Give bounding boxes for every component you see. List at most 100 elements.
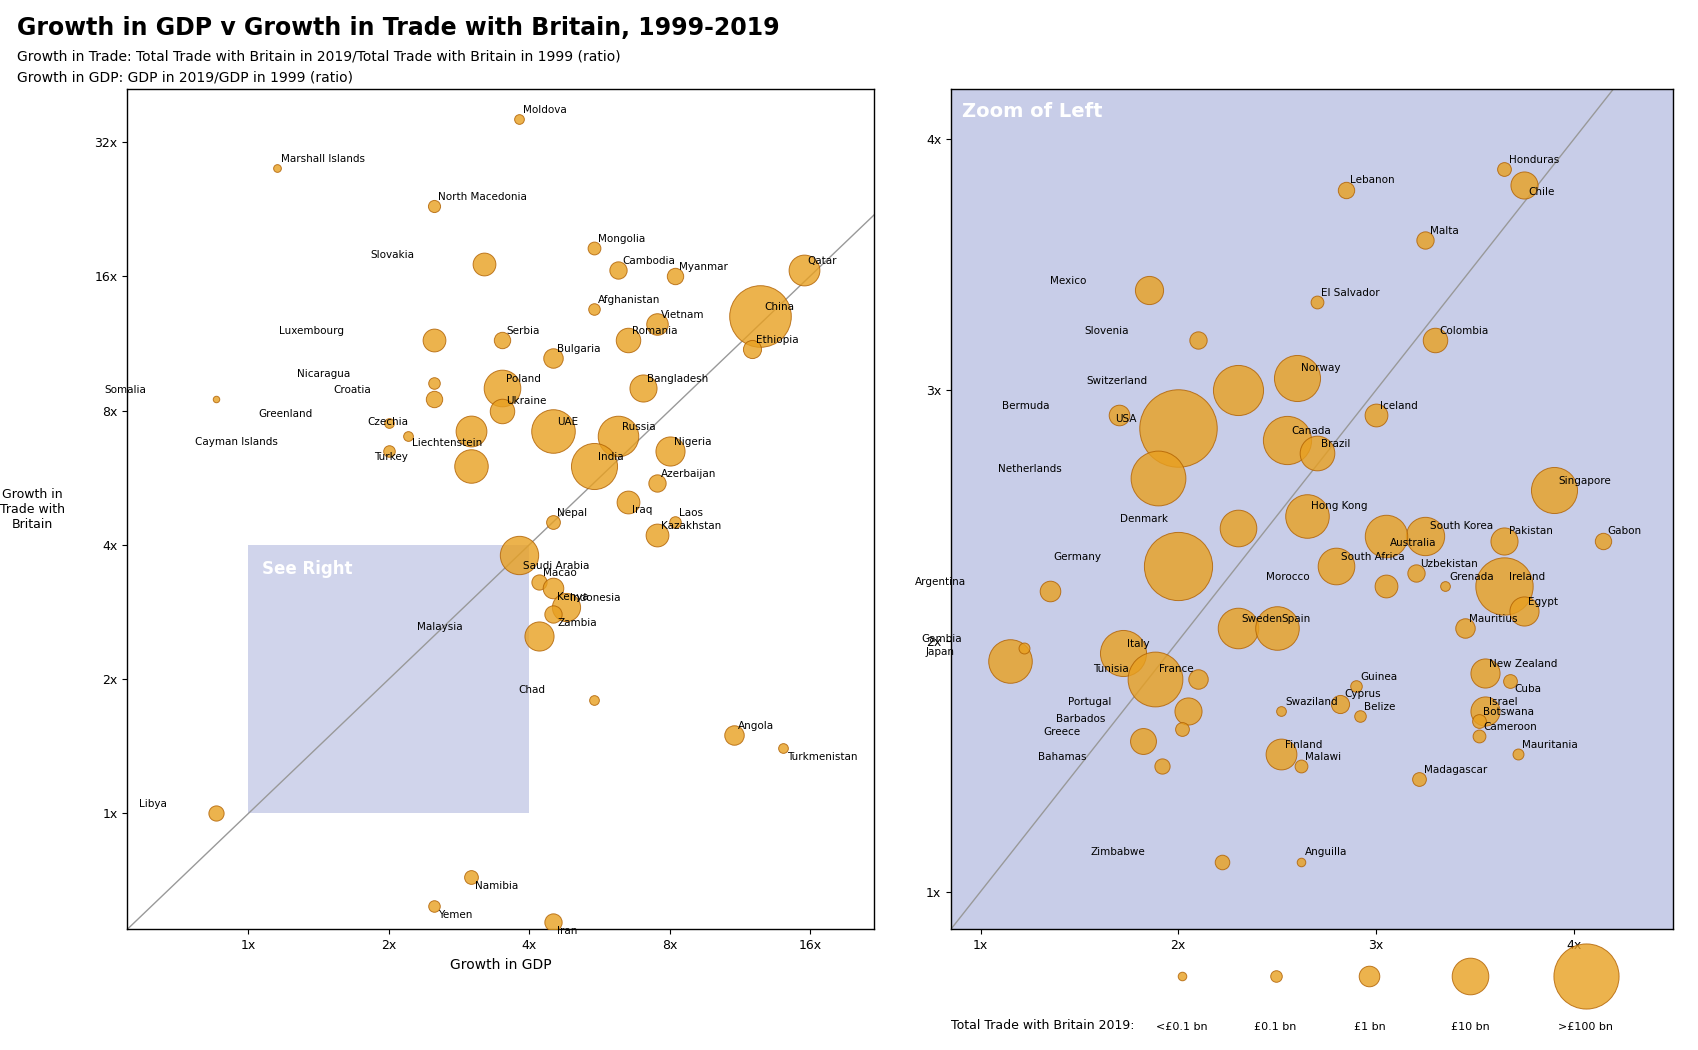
Point	[1372, 527, 1399, 544]
Point	[552, 598, 579, 615]
Point	[1150, 758, 1177, 775]
Text: Liechtenstein: Liechtenstein	[413, 438, 482, 447]
Point	[790, 261, 817, 278]
Point	[1294, 507, 1321, 524]
Point	[615, 494, 642, 510]
Point	[1465, 728, 1493, 744]
Text: Saudi Arabia: Saudi Arabia	[523, 562, 589, 571]
Text: Bahamas: Bahamas	[1037, 752, 1087, 762]
Point	[1457, 967, 1484, 984]
Point	[661, 268, 688, 285]
Point	[1511, 176, 1538, 193]
Text: Gabon: Gabon	[1608, 526, 1642, 537]
Text: Zimbabwe: Zimbabwe	[1090, 847, 1146, 858]
Point	[1036, 583, 1063, 600]
Point	[1287, 758, 1314, 775]
Text: Uzbekistan: Uzbekistan	[1420, 559, 1477, 569]
Text: Cyprus: Cyprus	[1345, 690, 1380, 699]
Text: Iceland: Iceland	[1380, 401, 1418, 411]
Point	[769, 740, 796, 757]
Text: Turkmenistan: Turkmenistan	[788, 752, 857, 762]
Point	[540, 580, 567, 596]
Text: Nepal: Nepal	[557, 508, 588, 518]
Point	[581, 239, 608, 256]
Point	[263, 160, 290, 176]
Text: Barbados: Barbados	[1056, 714, 1105, 724]
Point	[1262, 967, 1289, 984]
Text: Chad: Chad	[518, 686, 545, 695]
Point	[644, 527, 671, 544]
Text: South Africa: South Africa	[1341, 551, 1404, 562]
Text: Laos: Laos	[679, 508, 703, 518]
Point	[1274, 432, 1301, 448]
Point	[506, 546, 533, 563]
Text: Pakistan: Pakistan	[1508, 526, 1552, 537]
Text: Chile: Chile	[1528, 187, 1555, 197]
Text: Colombia: Colombia	[1440, 326, 1489, 336]
Point	[1411, 527, 1438, 544]
Point	[1010, 640, 1037, 657]
Point	[1343, 677, 1370, 694]
Point	[1165, 558, 1192, 574]
Text: Brazil: Brazil	[1321, 439, 1350, 448]
Text: Argentina: Argentina	[915, 576, 966, 587]
Point	[489, 379, 516, 396]
Point	[1105, 406, 1133, 423]
Text: Serbia: Serbia	[506, 327, 540, 336]
Point	[1411, 231, 1438, 248]
Text: USA: USA	[1116, 414, 1136, 423]
Point	[1185, 332, 1212, 349]
Point	[1175, 702, 1202, 719]
Point	[1333, 182, 1360, 198]
Text: Macao: Macao	[543, 568, 577, 578]
Point	[1491, 161, 1518, 177]
Text: Moldova: Moldova	[523, 105, 567, 114]
Text: Sweden: Sweden	[1241, 614, 1284, 624]
Text: Croatia: Croatia	[335, 384, 372, 395]
Text: South Korea: South Korea	[1430, 522, 1493, 531]
Text: Italy: Italy	[1127, 639, 1150, 649]
Point	[506, 110, 533, 127]
Point	[1109, 645, 1136, 662]
Text: Zoom of Left: Zoom of Left	[961, 102, 1102, 121]
Point	[1452, 620, 1479, 636]
Point	[457, 458, 484, 475]
Point	[581, 691, 608, 708]
Point	[540, 513, 567, 530]
Text: Romania: Romania	[632, 327, 678, 336]
Bar	[248, 545, 530, 814]
Text: Cameroon: Cameroon	[1482, 722, 1537, 732]
Text: Bermuda: Bermuda	[1002, 401, 1049, 411]
Text: Namibia: Namibia	[475, 881, 518, 891]
Point	[739, 340, 766, 357]
Point	[628, 379, 655, 396]
Text: Ethiopia: Ethiopia	[756, 335, 798, 344]
Text: Myanmar: Myanmar	[679, 262, 728, 272]
Text: Greenland: Greenland	[258, 408, 312, 419]
Point	[421, 898, 448, 915]
Point	[747, 308, 774, 324]
Text: <£0.1 bn: <£0.1 bn	[1156, 1023, 1207, 1032]
Text: Angola: Angola	[739, 720, 774, 731]
Point	[525, 628, 552, 645]
Text: See Right: See Right	[261, 560, 353, 578]
Text: Slovenia: Slovenia	[1083, 326, 1129, 336]
Text: Ukraine: Ukraine	[506, 396, 547, 406]
Text: Japan: Japan	[925, 647, 954, 657]
Point	[1403, 565, 1430, 582]
Point	[1355, 967, 1382, 984]
Point	[1267, 702, 1294, 719]
X-axis label: Growth in GDP: Growth in GDP	[450, 958, 552, 971]
Point	[1431, 578, 1459, 594]
Text: >£100 bn: >£100 bn	[1559, 1023, 1613, 1032]
Point	[604, 428, 632, 445]
Point	[997, 652, 1024, 669]
Point	[1421, 332, 1448, 349]
Text: Malawi: Malawi	[1306, 752, 1341, 762]
Point	[1224, 620, 1251, 636]
Point	[720, 727, 747, 743]
Text: £0.1 bn: £0.1 bn	[1255, 1023, 1297, 1032]
Text: Ireland: Ireland	[1508, 571, 1545, 582]
Point	[1224, 520, 1251, 537]
Text: Luxembourg: Luxembourg	[278, 327, 343, 336]
